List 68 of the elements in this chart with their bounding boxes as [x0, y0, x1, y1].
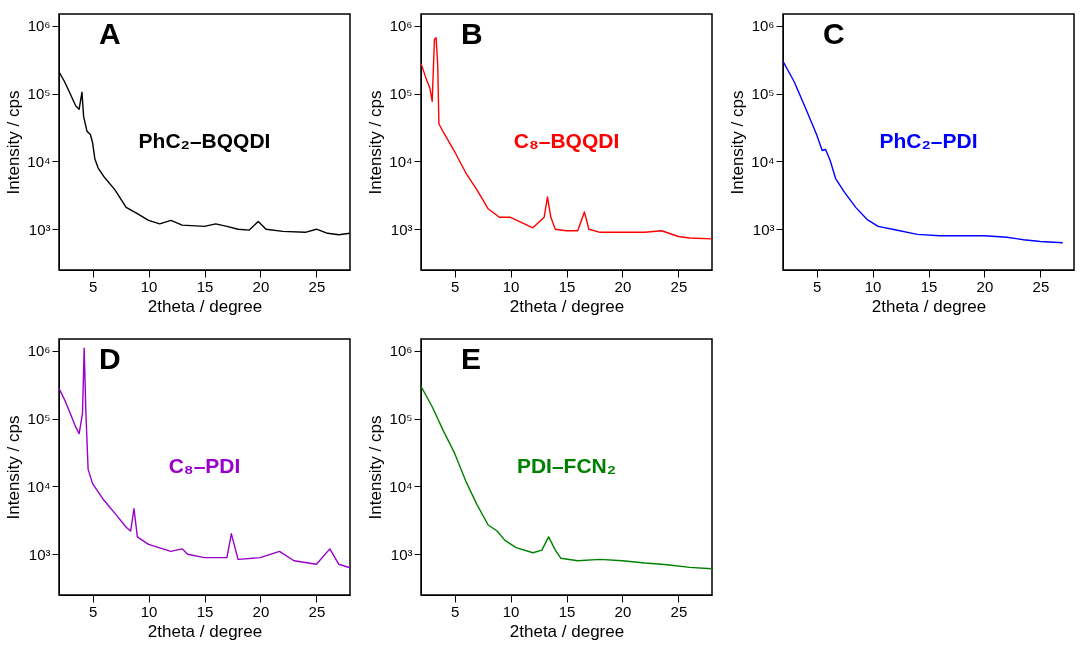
y-tick-label: 10⁴: [27, 477, 51, 495]
x-axis-title: 2theta / degree: [509, 296, 625, 316]
y-tick-label: 10⁶: [27, 17, 51, 35]
y-tick-label: 10³: [752, 220, 775, 238]
y-tick-label: 10⁴: [751, 152, 775, 170]
y-tick-label: 10⁵: [389, 85, 413, 103]
text: PDI–FCN₂: [516, 454, 617, 477]
y-axis-title: Intensity / cps: [366, 415, 386, 520]
x-tick-label: 20: [252, 602, 270, 620]
x-tick-label: 10: [140, 602, 158, 620]
text: C₈–BQQDI: [513, 129, 620, 152]
y-tick-label: 10⁵: [751, 85, 775, 103]
x-axis-title: 2theta / degree: [147, 621, 263, 641]
y-tick-label: 10⁶: [751, 17, 775, 35]
y-tick-label: 10⁶: [389, 17, 413, 35]
x-tick-label: 25: [308, 277, 326, 295]
x-tick-label: 25: [670, 277, 688, 295]
y-tick-label: 10⁶: [389, 342, 413, 360]
x-tick-label: 15: [558, 602, 576, 620]
y-tick-label: 10⁵: [27, 85, 51, 103]
y-axis-title: Intensity / cps: [366, 90, 386, 195]
x-tick-label: 20: [614, 602, 632, 620]
x-tick-label: 20: [976, 277, 994, 295]
chart-title: D: [99, 342, 121, 375]
x-tick-label: 20: [614, 277, 632, 295]
x-tick-label: 5: [450, 602, 460, 620]
line-series: [59, 347, 350, 569]
text: PhC₂–PDI: [879, 129, 978, 152]
chart-title: E: [461, 342, 482, 375]
line-series: [783, 60, 1064, 244]
x-axis-title: 2theta / degree: [871, 296, 987, 316]
y-tick-label: 10⁵: [27, 410, 51, 428]
y-axis-title: Intensity / cps: [728, 90, 748, 195]
y-axis-title: Intensity / cps: [4, 90, 24, 195]
y-tick-label: 10³: [28, 545, 51, 563]
y-tick-label: 10³: [390, 545, 413, 563]
y-tick-label: 10⁶: [27, 342, 51, 360]
x-tick-label: 5: [450, 277, 460, 295]
y-tick-label: 10³: [390, 220, 413, 238]
x-tick-label: 25: [670, 602, 688, 620]
x-axis-title: 2theta / degree: [147, 296, 263, 316]
text: C₈–PDI: [168, 454, 241, 477]
line-series: [421, 385, 712, 570]
x-tick-label: 15: [558, 277, 576, 295]
x-tick-label: 5: [88, 602, 98, 620]
y-axis-title: Intensity / cps: [4, 415, 24, 520]
x-tick-label: 5: [812, 277, 822, 295]
x-tick-label: 25: [308, 602, 326, 620]
text: PhC₂–BQQDI: [138, 129, 271, 152]
y-tick-label: 10³: [28, 220, 51, 238]
x-tick-label: 15: [920, 277, 938, 295]
chart-title: C: [823, 17, 845, 50]
y-tick-label: 10⁵: [389, 410, 413, 428]
x-tick-label: 10: [140, 277, 158, 295]
chart-title: A: [99, 17, 121, 50]
x-tick-label: 15: [196, 602, 214, 620]
chart-title: B: [461, 17, 483, 50]
y-tick-label: 10⁴: [389, 152, 413, 170]
x-axis-title: 2theta / degree: [509, 621, 625, 641]
x-tick-label: 10: [502, 277, 520, 295]
x-tick-label: 20: [252, 277, 270, 295]
y-tick-label: 10⁴: [27, 152, 51, 170]
x-tick-label: 10: [502, 602, 520, 620]
x-tick-label: 15: [196, 277, 214, 295]
x-tick-label: 10: [864, 277, 882, 295]
y-tick-label: 10⁴: [389, 477, 413, 495]
x-tick-label: 25: [1032, 277, 1050, 295]
x-tick-label: 5: [88, 277, 98, 295]
